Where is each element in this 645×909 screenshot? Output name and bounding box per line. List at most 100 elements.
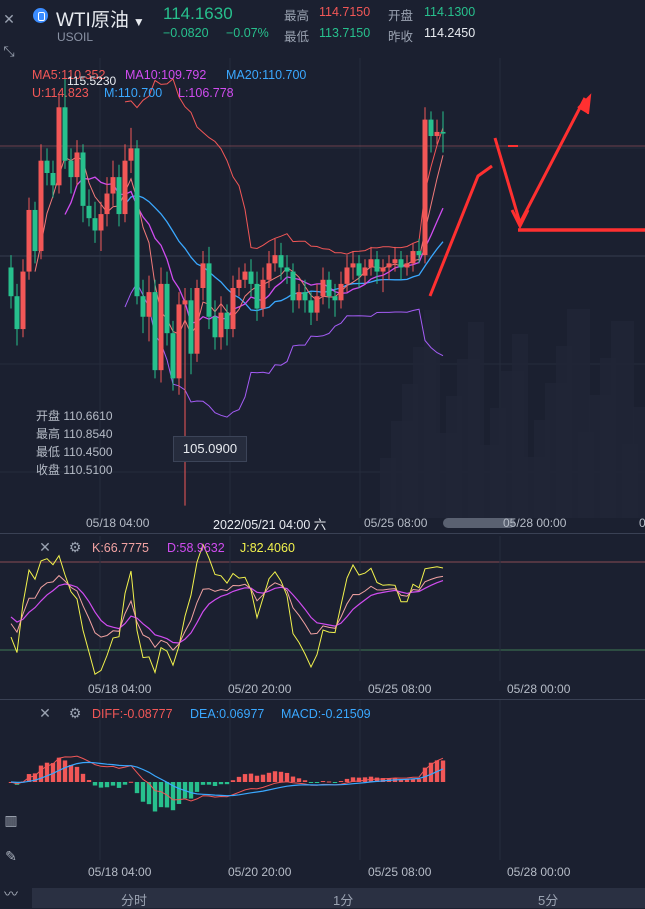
macd-bar <box>285 773 289 782</box>
ma-lines <box>35 79 443 417</box>
macd-bar <box>219 782 223 784</box>
chevron-down-icon: ▼ <box>133 15 145 29</box>
macd-bar <box>231 780 235 782</box>
symbol-title: WTI原油 <box>56 10 129 31</box>
kdj-chart[interactable] <box>0 536 645 698</box>
macd-bar <box>327 781 331 782</box>
close-icon[interactable]: ✕ <box>36 538 54 556</box>
candle-body <box>21 272 26 330</box>
candle-body <box>315 296 320 312</box>
boll-upper-line <box>125 79 443 254</box>
gear-icon[interactable]: ⚙ <box>66 704 84 722</box>
candle-body <box>441 132 446 134</box>
candle-body <box>291 272 296 301</box>
macd-bar <box>207 782 211 785</box>
close-icon[interactable]: ✕ <box>36 704 54 722</box>
prev-close-label: 昨收 <box>388 26 413 45</box>
ohlc-open: 开盘 110.6610 <box>36 407 113 424</box>
candle-body <box>369 259 374 267</box>
prev-close-value: 114.2450 <box>424 26 475 40</box>
panel-divider <box>0 533 645 534</box>
candle-body <box>243 272 248 280</box>
candle-body <box>345 267 350 283</box>
macd-bar <box>141 782 145 802</box>
macd-bar <box>159 782 163 807</box>
kdj-d-label: D:58.9632 <box>167 541 225 555</box>
tab-time-share[interactable]: 分时 <box>121 890 147 909</box>
macd-bar <box>279 772 283 782</box>
macd-bar <box>417 779 421 782</box>
close-icon[interactable]: ✕ <box>0 10 18 28</box>
tab-5min[interactable]: 5分 <box>538 890 558 909</box>
macd-bar <box>243 774 247 782</box>
ma10-label: MA10:109.792 <box>125 68 206 82</box>
macd-bar <box>129 782 133 783</box>
x-axis-label: 05/18 04:00 <box>88 865 151 879</box>
candle-body <box>435 132 440 136</box>
macd-bar <box>441 760 445 782</box>
candle-body <box>9 267 14 296</box>
candle-body <box>165 284 170 333</box>
candle-body <box>321 280 326 296</box>
macd-bar <box>99 782 103 788</box>
ohlc-high: 最高 110.8540 <box>36 425 113 442</box>
indicator-tool-icon[interactable]: ▥ <box>0 812 22 836</box>
macd-bar <box>255 776 259 782</box>
boll-upper-label: U:114.823 <box>32 86 89 100</box>
candle-body <box>27 210 32 272</box>
macd-bar <box>297 778 301 782</box>
candle-body <box>231 288 236 329</box>
chart-background <box>380 309 645 518</box>
drawn-arrow <box>430 166 492 296</box>
high-value: 114.7150 <box>319 5 370 19</box>
candle-body <box>129 148 134 160</box>
candle-body <box>45 161 50 173</box>
candle-body <box>399 259 404 267</box>
ohlc-close: 收盘 110.5100 <box>36 461 113 478</box>
kdj-j-line <box>11 545 443 675</box>
candle-body <box>213 317 218 338</box>
candle-body <box>255 284 260 309</box>
ohlc-low: 最低 110.4500 <box>36 443 113 460</box>
candle-body <box>147 292 152 317</box>
candle-body <box>99 214 104 230</box>
candle-body <box>171 333 176 378</box>
candle-body <box>225 313 230 329</box>
candle-body <box>189 300 194 353</box>
ma20-label: MA20:110.700 <box>226 68 306 82</box>
macd-bar <box>117 782 121 788</box>
candle-body <box>423 120 428 256</box>
last-price: 114.1630 <box>163 4 233 24</box>
candle-body <box>75 152 80 177</box>
candle-body <box>327 280 332 296</box>
candle-body <box>57 107 62 185</box>
price-change: −0.0820 <box>163 26 209 40</box>
gear-icon[interactable]: ⚙ <box>66 538 84 556</box>
symbol-selector[interactable]: WTI原油 ▼ <box>56 5 145 32</box>
line-tool-icon[interactable]: 〰 <box>0 884 22 908</box>
macd-bar <box>189 782 193 799</box>
cursor-date-label: 2022/05/21 04:00 六 <box>213 514 326 533</box>
macd-chart[interactable] <box>0 700 645 888</box>
macd-bar <box>105 782 109 787</box>
boll-mid-label: M:110.700 <box>104 86 162 100</box>
draw-pencil-icon[interactable]: ✎ <box>0 848 22 872</box>
x-axis-label: 0 <box>639 516 645 530</box>
candle-body <box>297 292 302 300</box>
candle-body <box>411 251 416 263</box>
min-price-tooltip: 105.0900 <box>173 436 247 462</box>
macd-bar <box>153 782 157 811</box>
macd-bar <box>123 782 127 785</box>
macd-bar <box>69 765 73 782</box>
tab-1min[interactable]: 1分 <box>333 890 353 909</box>
macd-dea-label: DEA:0.06977 <box>190 707 264 721</box>
macd-bar <box>339 781 343 782</box>
macd-bar <box>111 782 115 786</box>
candle-body <box>195 288 200 354</box>
candle-body <box>141 296 146 317</box>
macd-diff-label: DIFF:-0.08777 <box>92 707 173 721</box>
candle-body <box>207 263 212 316</box>
candle-body <box>387 263 392 267</box>
candle-body <box>339 284 344 300</box>
candle-body <box>381 267 386 271</box>
